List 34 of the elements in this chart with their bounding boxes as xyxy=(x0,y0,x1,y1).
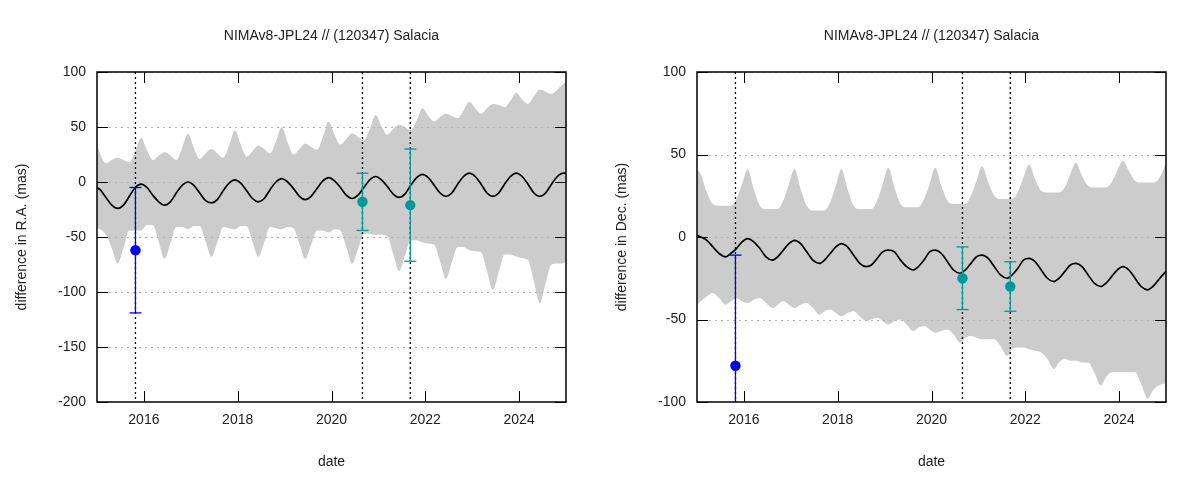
x-axis-title: date xyxy=(917,453,946,470)
y-tick-label: -50 xyxy=(665,310,687,327)
point xyxy=(1005,281,1016,292)
point xyxy=(957,273,968,284)
chart-title: NIMAv8-JPL24 // (120347) Salacia xyxy=(823,26,1040,43)
x-tick-label: 2024 xyxy=(1103,411,1135,428)
chart-title: NIMAv8-JPL24 // (120347) Salacia xyxy=(223,26,440,43)
y-tick-label: -200 xyxy=(57,392,87,409)
x-tick-label: 2020 xyxy=(315,411,348,428)
x-tick-label: 2020 xyxy=(915,411,948,428)
point xyxy=(130,245,141,256)
y-axis-title: difference in Dec. (mas) xyxy=(613,162,630,312)
x-tick-label: 2022 xyxy=(409,411,442,428)
y-tick-label: -100 xyxy=(657,392,687,409)
y-tick-label: 50 xyxy=(670,145,687,162)
y-tick-label: -150 xyxy=(57,337,87,354)
x-tick-label: 2018 xyxy=(222,411,254,428)
point xyxy=(730,360,741,371)
x-tick-label: 2024 xyxy=(503,411,535,428)
point xyxy=(405,199,416,211)
y-tick-label: 50 xyxy=(70,117,87,134)
y-tick-label: 0 xyxy=(678,227,687,244)
point xyxy=(357,196,368,207)
y-tick-label: -100 xyxy=(57,282,87,299)
y-tick-label: 100 xyxy=(62,62,87,79)
y-tick-label: 100 xyxy=(662,62,687,79)
x-tick-label: 2016 xyxy=(128,411,160,428)
x-tick-label: 2018 xyxy=(822,411,854,428)
x-tick-label: 2022 xyxy=(1009,411,1042,428)
x-tick-label: 2016 xyxy=(728,411,760,428)
y-tick-label: -50 xyxy=(65,227,87,244)
y-tick-label: 0 xyxy=(78,172,87,189)
y-axis-title: difference in R.A. (mas) xyxy=(13,163,30,311)
x-axis-title: date xyxy=(317,453,346,470)
